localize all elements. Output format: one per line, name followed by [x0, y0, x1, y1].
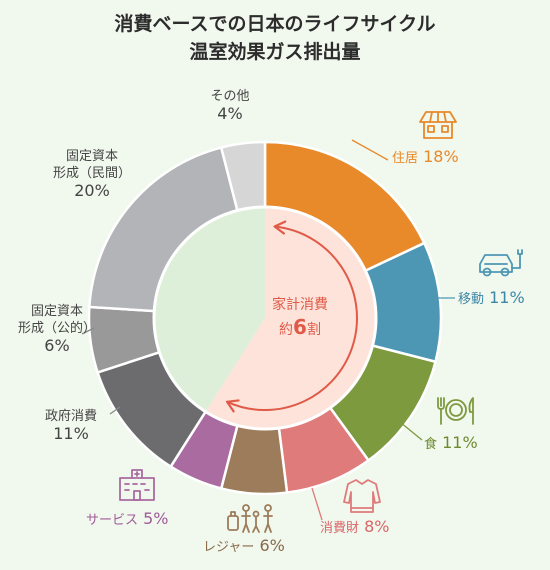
- sweater-icon: [343, 479, 381, 513]
- dining-icon: [437, 397, 474, 425]
- label-9-value: 20%: [74, 181, 110, 200]
- label-1-name-1: 住居: [392, 151, 419, 166]
- label-1-value: 18%: [418, 147, 459, 166]
- arrow-head-start: [273, 220, 287, 235]
- inner-household-area: [205, 207, 376, 429]
- title-line-1: 消費ベースでの日本のライフサイクル: [114, 13, 436, 35]
- label-5-value: 6%: [254, 536, 285, 555]
- leader-line-7: [109, 406, 121, 415]
- label-8-value: 6%: [44, 336, 70, 355]
- label-6-name-1: サービス: [86, 513, 139, 528]
- family-luggage-icon: [227, 504, 273, 533]
- house-solar-icon: [419, 111, 457, 139]
- label-2-name-1: 移動: [458, 292, 485, 307]
- label-5-name-1: レジャー: [203, 540, 255, 555]
- label-1: 住居 18%: [392, 148, 492, 167]
- label-6: サービス 5%: [86, 510, 196, 529]
- label-10-value: 4%: [217, 104, 243, 123]
- inner-other-area: [154, 207, 265, 412]
- label-8-name-2: 形成（公的）: [17, 321, 96, 336]
- label-6-value: 5%: [138, 509, 169, 528]
- label-10: その他 4%: [195, 88, 265, 122]
- center-label-number: 6: [293, 315, 307, 339]
- leader-line-3: [394, 417, 423, 441]
- label-9: 固定資本形成（民間） 20%: [42, 148, 142, 199]
- label-3-name-1: 食: [424, 437, 438, 452]
- household-arc: [226, 225, 358, 411]
- label-5: レジャー 6%: [203, 537, 313, 556]
- label-2: 移動 11%: [458, 289, 548, 308]
- label-7-value: 11%: [53, 424, 89, 443]
- chart-title: 消費ベースでの日本のライフサイクル 温室効果ガス排出量: [0, 10, 550, 66]
- car-icon: [479, 249, 523, 277]
- leader-line-8: [81, 327, 95, 335]
- label-7-name-1: 政府消費: [44, 409, 97, 424]
- label-4: 消費財 8%: [320, 518, 420, 537]
- label-8-name-1: 固定資本: [30, 304, 83, 319]
- label-9-name-1: 固定資本: [65, 149, 118, 164]
- building-icon: [119, 469, 155, 501]
- label-7: 政府消費 11%: [26, 408, 116, 442]
- label-2-value: 11%: [484, 288, 525, 307]
- label-9-name-2: 形成（民間）: [52, 166, 131, 181]
- label-10-name-1: その他: [210, 89, 250, 104]
- arrow-head-end: [225, 399, 240, 413]
- label-3: 食 11%: [424, 434, 504, 453]
- leader-line-1: [351, 139, 389, 161]
- inner-ring-border: [152, 205, 378, 431]
- label-8: 固定資本形成（公的） 6%: [12, 303, 102, 354]
- label-4-value: 8%: [359, 517, 390, 536]
- label-4-name-1: 消費財: [320, 521, 360, 536]
- center-label-line1: 家計消費: [272, 296, 328, 313]
- leader-line-4: [311, 487, 323, 521]
- label-3-value: 11%: [437, 433, 478, 452]
- title-line-2: 温室効果ガス排出量: [189, 41, 361, 63]
